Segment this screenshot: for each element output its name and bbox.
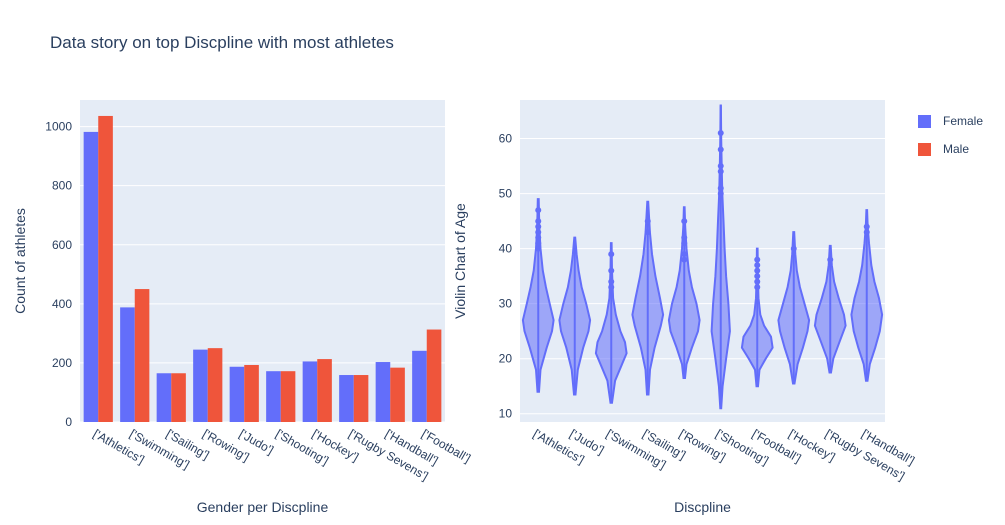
violin-outlier-handball: [863, 223, 870, 230]
violin-outlier-athletics: [535, 240, 542, 247]
violin-outlier-sailing: [644, 218, 651, 225]
violin-outlier-athletics: [535, 218, 542, 225]
bar-female-rowing: [193, 349, 208, 422]
legend-item-male[interactable]: Male: [918, 135, 983, 163]
y-axis-title-bar: Count of athletes: [12, 208, 28, 314]
violin-outlier-athletics: [535, 229, 542, 236]
violin-outlier-shooting: [717, 190, 724, 197]
y-tick-label: 200: [52, 356, 72, 370]
bar-female-athletics: [83, 131, 99, 422]
violin-outlier-swimming: [608, 284, 615, 291]
bar-male-rugby-sevens: [353, 375, 369, 422]
y-tick-label: 50: [499, 187, 513, 201]
bar-male-football: [426, 329, 442, 422]
legend-swatch-male: [918, 142, 931, 156]
violin-outlier-shooting: [717, 163, 724, 170]
violin-outlier-football: [754, 256, 761, 263]
bar-male-athletics: [98, 115, 113, 422]
bar-female-swimming: [120, 307, 135, 422]
violin-rowing: [667, 206, 701, 379]
legend-item-female[interactable]: Female: [918, 107, 983, 135]
violin-outlier-athletics: [535, 234, 542, 241]
bar-female-handball: [375, 362, 391, 422]
bar-female-football: [412, 350, 427, 422]
legend-label-female: Female: [943, 114, 984, 128]
violin-outlier-shooting: [717, 168, 724, 175]
violin-outlier-rowing: [681, 234, 688, 241]
bar-female-shooting: [266, 371, 281, 422]
violin-outlier-athletics: [535, 245, 542, 252]
violin-outlier-handball: [863, 229, 870, 236]
bar-male-rowing: [207, 348, 223, 422]
bar-male-shooting: [280, 371, 296, 422]
violin-handball: [850, 209, 884, 382]
violin-outlier-football: [754, 284, 761, 291]
violin-hockey: [777, 231, 811, 385]
violin-outlier-hockey: [790, 245, 797, 252]
violin-rugby-sevens: [813, 244, 847, 374]
violin-outlier-swimming: [608, 267, 615, 274]
violin-outlier-football: [754, 273, 761, 280]
violin-outlier-rugby-sevens: [827, 256, 834, 263]
bar-female-hockey: [302, 361, 318, 422]
plot-area-violin: [520, 100, 885, 422]
violin-outlier-athletics: [535, 223, 542, 230]
violin-outlier-shooting: [717, 146, 724, 153]
y-tick-label: 600: [52, 238, 72, 252]
violin-outlier-shooting: [717, 185, 724, 192]
y-tick-label: 60: [499, 132, 513, 146]
bar-female-judo: [229, 366, 245, 422]
y-tick-label: 0: [65, 415, 72, 429]
violin-outlier-swimming: [608, 251, 615, 258]
bar-male-swimming: [134, 289, 150, 422]
bar-female-sailing: [156, 373, 172, 422]
violin-shooting: [710, 104, 731, 410]
violin-outlier-rowing: [681, 240, 688, 247]
y-tick-label: 400: [52, 297, 72, 311]
violin-outlier-shooting: [717, 130, 724, 137]
legend-label-male: Male: [943, 142, 970, 156]
y-tick-label: 1000: [45, 120, 72, 134]
violin-outlier-football: [754, 267, 761, 274]
bar-male-sailing: [171, 373, 186, 422]
violin-athletics: [521, 198, 555, 393]
chart-title: Data story on top Discpline with most at…: [50, 33, 394, 52]
violin-judo: [558, 236, 592, 396]
bar-male-handball: [390, 367, 405, 422]
y-tick-label: 30: [499, 297, 513, 311]
y-tick-label: 20: [499, 352, 513, 366]
violin-outlier-sailing: [644, 229, 651, 236]
violin-outlier-football: [754, 278, 761, 285]
violin-outlier-swimming: [608, 278, 615, 285]
bar-female-rugby-sevens: [339, 375, 354, 422]
y-axis-title-violin: Violin Chart of Age: [452, 203, 468, 319]
x-axis-title-bar: Gender per Discpline: [197, 499, 329, 515]
violin-outlier-rowing: [681, 218, 688, 225]
x-axis-title-violin: Discpline: [674, 499, 731, 515]
y-tick-label: 40: [499, 242, 513, 256]
violin-swimming: [594, 242, 628, 404]
bar-male-hockey: [317, 359, 332, 422]
violin-outlier-rowing: [681, 251, 688, 258]
violin-outlier-football: [754, 262, 761, 269]
y-tick-label: 10: [499, 407, 513, 421]
legend-swatch-female: [918, 114, 931, 128]
violin-outlier-athletics: [535, 207, 542, 214]
violin-football: [740, 247, 774, 388]
legend[interactable]: Female Male: [918, 107, 983, 163]
bar-male-judo: [244, 364, 259, 422]
violin-sailing: [631, 200, 665, 396]
y-tick-label: 800: [52, 179, 72, 193]
violin-outlier-rowing: [681, 256, 688, 263]
